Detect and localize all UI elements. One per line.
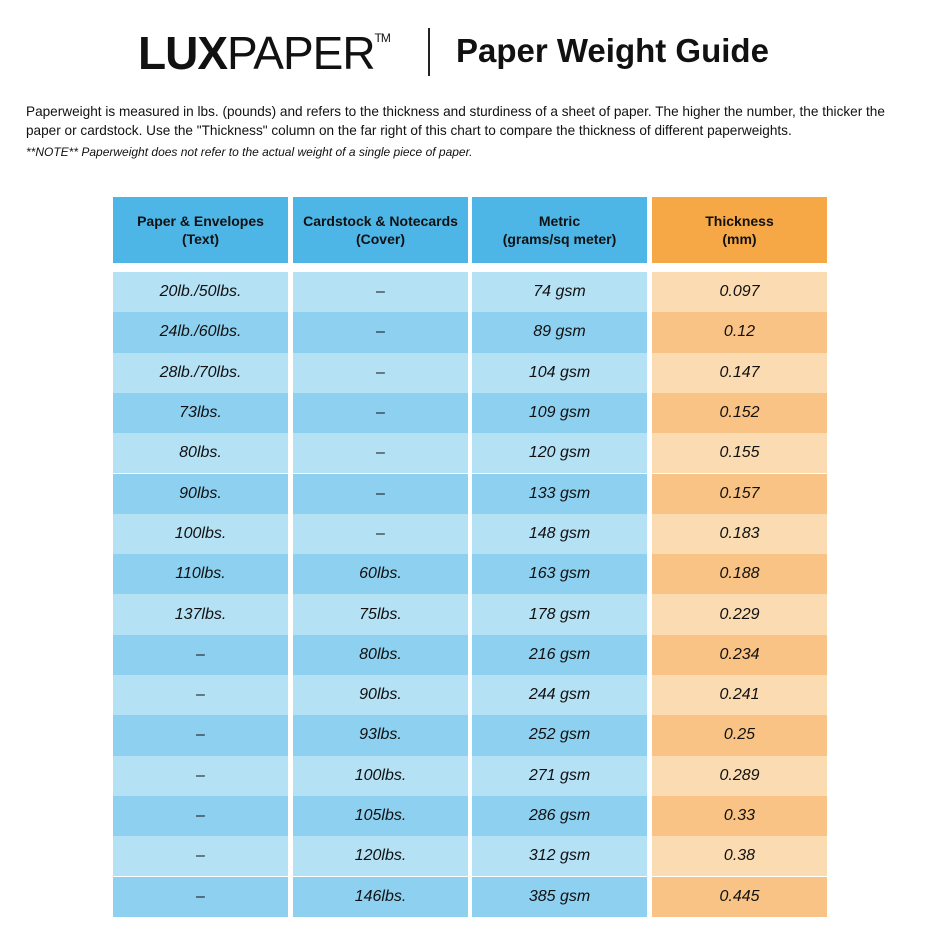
table-cell: 0.229 (652, 594, 827, 635)
table-cell: – (293, 433, 468, 474)
table-cell: 244 gsm (472, 675, 647, 716)
table-cell: 0.183 (652, 513, 827, 555)
divider (428, 28, 430, 76)
table-cell: – (113, 836, 288, 877)
table-cell: 312 gsm (472, 836, 647, 877)
table-cell: – (293, 272, 468, 313)
table-cell: – (113, 675, 288, 716)
table-cell: 110lbs. (113, 554, 288, 595)
header-text: Metric (538, 213, 581, 229)
table-cell: 80lbs. (293, 634, 468, 675)
table-cell: 109 gsm (472, 392, 647, 434)
column-header: Thickness (mm) (652, 197, 827, 263)
header-text: (mm) (722, 231, 757, 247)
table-cell: 60lbs. (293, 554, 468, 595)
header-text: Paper & Envelopes (137, 213, 264, 229)
page-title: Paper Weight Guide (456, 32, 769, 69)
table-cell: 271 gsm (472, 755, 647, 796)
table-cell: 0.33 (652, 795, 827, 837)
header-text: (Text) (181, 231, 220, 247)
table-cell: 0.155 (652, 433, 827, 474)
table-cell: 105lbs. (293, 795, 468, 837)
table-cell: – (293, 513, 468, 555)
table-cell: – (293, 352, 468, 393)
note-text: **NOTE** Paperweight does not refer to t… (26, 145, 473, 159)
table-cell: 0.097 (652, 272, 827, 313)
table-cell: 178 gsm (472, 594, 647, 635)
table-cell: 120 gsm (472, 433, 647, 474)
table-cell: 104 gsm (472, 352, 647, 393)
table-cell: 0.234 (652, 634, 827, 675)
table-cell: 75lbs. (293, 594, 468, 635)
table-cell: 0.289 (652, 755, 827, 796)
table-cell: 286 gsm (472, 795, 647, 837)
table-cell: 0.152 (652, 392, 827, 434)
table-cell: 0.157 (652, 473, 827, 514)
table-cell: – (113, 795, 288, 837)
header: LUXPAPERTM Paper Weight Guide (0, 22, 940, 82)
table-cell: – (113, 715, 288, 756)
table-cell: 0.25 (652, 715, 827, 756)
table-cell: 100lbs. (293, 755, 468, 796)
table-cell: – (113, 876, 288, 917)
table-cell: 0.188 (652, 554, 827, 595)
header-text: Thickness (705, 213, 774, 229)
table-cell: 120lbs. (293, 836, 468, 877)
table-cell: 385 gsm (472, 876, 647, 917)
table-cell: 74 gsm (472, 272, 647, 313)
column-header: Metric (grams/sq meter) (472, 197, 647, 263)
table-cell: 0.445 (652, 876, 827, 917)
table-cell: 28lb./70lbs. (113, 352, 288, 393)
header-text: (grams/sq meter) (502, 231, 617, 247)
header-text: Cardstock & Notecards (303, 213, 458, 229)
table-cell: 0.241 (652, 675, 827, 716)
table-cell: 100lbs. (113, 513, 288, 555)
table-cell: 90lbs. (293, 675, 468, 716)
table-cell: 137lbs. (113, 594, 288, 635)
table-cell: 0.38 (652, 836, 827, 877)
header-text: (Cover) (355, 231, 405, 247)
table-cell: – (113, 634, 288, 675)
table-cell: – (293, 312, 468, 353)
table-cell: 252 gsm (472, 715, 647, 756)
table-cell: 163 gsm (472, 554, 647, 595)
column-header: Paper & Envelopes (Text) (113, 197, 288, 263)
table-cell: 133 gsm (472, 473, 647, 514)
table-cell: – (293, 473, 468, 514)
column-header: Cardstock & Notecards (Cover) (293, 197, 468, 263)
table-cell: 93lbs. (293, 715, 468, 756)
intro-text: Paperweight is measured in lbs. (pounds)… (26, 104, 885, 138)
table-cell: 24lb./60lbs. (113, 312, 288, 353)
table-cell: 20lb./50lbs. (113, 272, 288, 313)
table-cell: 80lbs. (113, 433, 288, 474)
table-cell: 73lbs. (113, 392, 288, 434)
luxpaper-logo: LUXPAPERTM (138, 27, 391, 79)
table-cell: – (113, 755, 288, 796)
table-cell: 90lbs. (113, 473, 288, 514)
table-cell: 0.147 (652, 352, 827, 393)
table-cell: 216 gsm (472, 634, 647, 675)
table-cell: – (293, 392, 468, 434)
table-cell: 89 gsm (472, 312, 647, 353)
table-cell: 146lbs. (293, 876, 468, 917)
table-cell: 0.12 (652, 312, 827, 353)
table-cell: 148 gsm (472, 513, 647, 555)
